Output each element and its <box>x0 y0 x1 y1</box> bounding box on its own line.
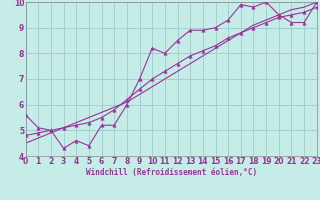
X-axis label: Windchill (Refroidissement éolien,°C): Windchill (Refroidissement éolien,°C) <box>86 168 257 177</box>
